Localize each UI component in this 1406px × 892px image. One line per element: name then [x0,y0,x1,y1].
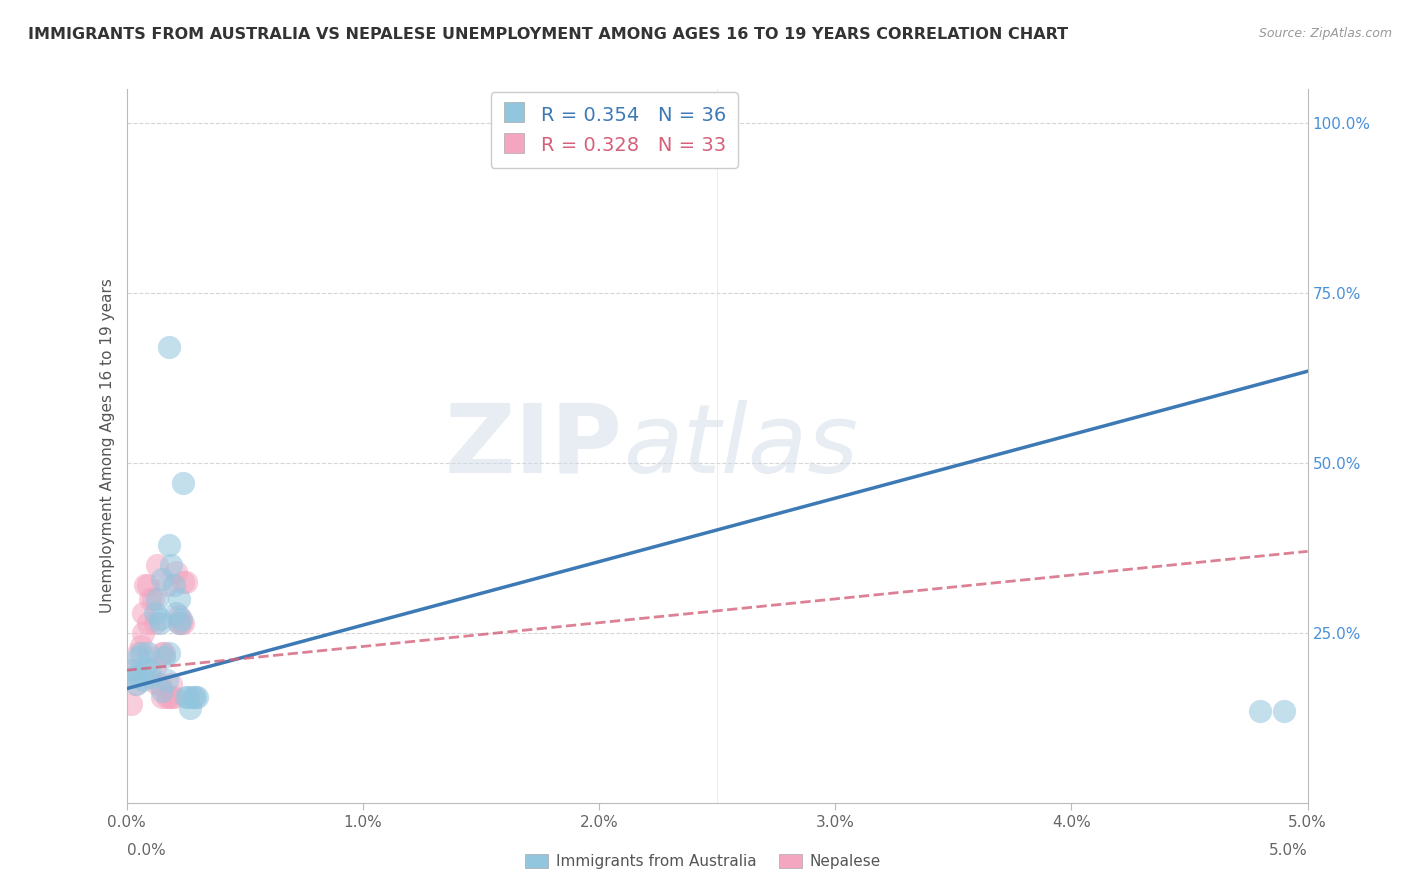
Text: 5.0%: 5.0% [1268,843,1308,858]
Point [172,574,194,589]
Point [143,615,166,630]
Point [186,690,208,705]
Point [122,663,145,677]
Point [172,615,194,630]
Point [149,612,172,626]
Point [129,640,152,654]
Point [136,578,159,592]
Point [134,578,156,592]
Point [141,591,163,606]
Point [139,591,162,606]
Point [167,615,190,630]
Point [136,646,159,660]
Point [170,612,193,626]
Point [156,690,179,705]
Point [172,476,194,491]
Point [156,578,179,592]
Text: atlas: atlas [623,400,858,492]
Legend: R = 0.354   N = 36, R = 0.328   N = 33: R = 0.354 N = 36, R = 0.328 N = 33 [491,92,738,168]
Point [146,677,169,691]
Point [177,690,200,705]
Point [157,341,180,355]
Y-axis label: Unemployment Among Ages 16 to 19 years: Unemployment Among Ages 16 to 19 years [100,278,115,614]
Point [132,606,155,620]
Point [157,537,180,551]
Text: Source: ZipAtlas.com: Source: ZipAtlas.com [1258,27,1392,40]
Point [174,690,197,705]
Point [127,646,149,660]
Text: ZIP: ZIP [444,400,623,492]
Point [150,572,173,586]
Point [181,690,204,705]
Point [122,670,145,684]
Point [139,670,162,684]
Point [139,663,162,677]
Point [157,646,180,660]
Point [146,558,169,572]
Point [120,663,142,677]
Point [153,646,176,660]
Text: IMMIGRANTS FROM AUSTRALIA VS NEPALESE UNEMPLOYMENT AMONG AGES 16 TO 19 YEARS COR: IMMIGRANTS FROM AUSTRALIA VS NEPALESE UN… [28,27,1069,42]
Point [150,646,173,660]
Point [165,606,187,620]
Point [129,646,152,660]
Point [132,626,155,640]
Point [150,690,173,705]
Point [179,700,201,714]
Point [150,683,173,698]
Point [167,591,190,606]
Point [167,608,190,623]
Text: 0.0%: 0.0% [127,843,166,858]
Point [160,690,183,705]
Point [184,690,207,705]
Point [167,615,190,630]
Point [695,136,717,151]
Point [149,677,172,691]
Point [143,660,166,674]
Point [160,677,183,691]
Point [120,698,142,712]
Point [163,578,186,592]
Point [146,591,169,606]
Point [127,666,149,681]
Point [125,677,148,691]
Point [174,574,197,589]
Point [170,615,193,630]
Legend: Immigrants from Australia, Nepalese: Immigrants from Australia, Nepalese [519,848,887,875]
Point [156,673,179,688]
Point [153,649,176,664]
Point [1249,704,1271,718]
Point [125,677,148,691]
Point [149,615,172,630]
Point [1272,704,1295,718]
Point [134,660,156,674]
Point [163,690,186,705]
Point [165,565,187,579]
Point [136,615,159,630]
Point [132,673,155,688]
Point [127,649,149,664]
Point [157,690,180,705]
Point [160,558,183,572]
Point [143,606,166,620]
